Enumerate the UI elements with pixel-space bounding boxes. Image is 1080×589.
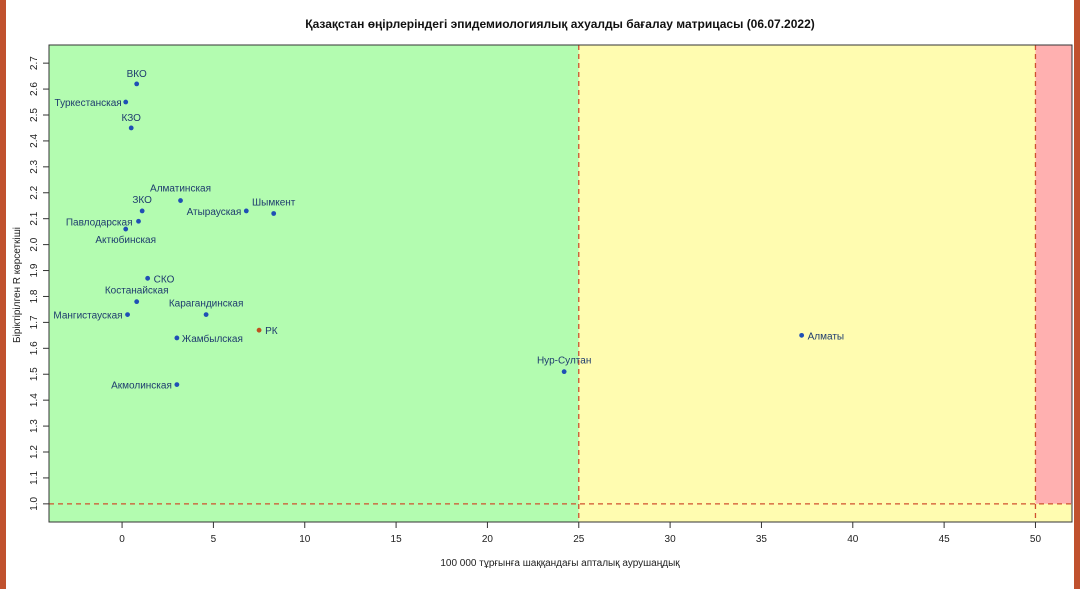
data-point [125, 312, 130, 318]
data-point [123, 226, 129, 232]
y-tick-label: 2.3 [29, 159, 40, 173]
point-label: Актюбинская [95, 234, 156, 246]
zone-green [49, 45, 579, 522]
zone-red [1035, 45, 1072, 504]
point-label: Жамбылская [182, 333, 243, 345]
x-tick-label: 15 [391, 534, 403, 545]
x-tick-label: 50 [1030, 534, 1042, 545]
zone-layer [49, 45, 1072, 522]
y-tick-label: 1.3 [29, 419, 40, 433]
point-label: Павлодарская [66, 217, 133, 228]
data-point [178, 198, 183, 203]
point-label: Костанайская [105, 286, 169, 297]
y-tick-label: 2.5 [29, 108, 40, 122]
point-label: Атырауская [187, 207, 242, 218]
axes-layer [48, 44, 1073, 523]
y-tick-label: 2.1 [29, 211, 40, 225]
y-axis-label: Біріктірілген R көрсеткіші [12, 227, 23, 343]
point-label: Алматы [808, 331, 845, 342]
point-label: Туркестанская [55, 98, 122, 109]
point-label: Карагандинская [169, 299, 244, 310]
point-label: РК [265, 326, 278, 337]
data-point [243, 208, 249, 214]
chart-frame: 0 5 10 15 20 25 30 35 40 45 50 1.0 1.1 1.2 1.3 1.4 1.5 1… [6, 0, 1074, 589]
x-tick-label: 45 [939, 534, 951, 545]
data-point [561, 369, 567, 375]
y-tick-label: 1.9 [29, 263, 40, 277]
point-label: ВКО [127, 69, 147, 80]
data-point [145, 275, 151, 281]
y-tick-label: 2.7 [29, 56, 40, 70]
y-tick-label: 2.6 [29, 82, 40, 96]
point-label: Алматинская [150, 184, 211, 195]
y-tick-label: 1.6 [29, 341, 40, 355]
point-label: ЗКО [132, 195, 152, 206]
data-point [134, 299, 140, 305]
x-tick-label: 35 [756, 534, 768, 545]
data-point [799, 332, 805, 338]
threshold-layer [49, 45, 1072, 522]
data-point [139, 208, 145, 214]
x-tick-label: 20 [482, 534, 494, 545]
y-tick-label: 1.5 [29, 367, 40, 381]
data-point [123, 99, 129, 105]
point-label: Акмолинская [111, 381, 172, 392]
point-label: Шымкент [252, 198, 296, 209]
zone-red-lower [1035, 503, 1072, 522]
data-point [174, 382, 180, 388]
point-label: СКО [154, 274, 175, 285]
y-tick-label: 1.8 [29, 289, 40, 303]
y-axis: 1.0 1.1 1.2 1.3 1.4 1.5 1.6 1.7 1.8 1.9 2.0 2.1 2.2 2… [29, 56, 49, 511]
y-tick-label: 1.4 [29, 393, 40, 407]
x-tick-label: 30 [665, 534, 677, 545]
data-point [256, 327, 262, 333]
point-label: Нур-Султан [537, 356, 591, 367]
y-tick-label: 1.7 [29, 315, 40, 329]
data-point [128, 125, 134, 131]
point-label: КЗО [121, 113, 141, 124]
plot-frame [48, 44, 1073, 523]
x-tick-label: 25 [573, 534, 585, 545]
zone-yellow [578, 45, 1036, 522]
data-point [203, 312, 209, 318]
point-label: Мангистауская [53, 311, 122, 322]
x-tick-label: 0 [119, 534, 125, 545]
x-axis: 0 5 10 15 20 25 30 35 40 45 50 [119, 522, 1041, 545]
data-point [174, 335, 180, 341]
x-tick-label: 40 [847, 534, 859, 545]
y-tick-label: 1.0 [29, 496, 40, 510]
y-tick-label: 2.0 [29, 237, 40, 251]
data-point [136, 218, 141, 224]
y-tick-label: 1.2 [29, 445, 40, 459]
x-axis-label: 100 000 тұрғынға шаққандағы апталық ауру… [440, 558, 680, 569]
y-tick-label: 2.2 [29, 185, 40, 199]
x-tick-label: 5 [211, 534, 217, 545]
data-point [134, 81, 140, 87]
y-tick-label: 2.4 [29, 134, 40, 148]
chart-title: Қазақстан өңірлеріндегі эпидемиологиялық… [305, 17, 815, 31]
data-point [271, 211, 277, 216]
y-tick-label: 1.1 [29, 471, 40, 485]
x-tick-label: 10 [299, 534, 311, 545]
scatter-chart: 0 5 10 15 20 25 30 35 40 45 50 1.01.11.21.31.41.51… [12, 17, 1073, 569]
